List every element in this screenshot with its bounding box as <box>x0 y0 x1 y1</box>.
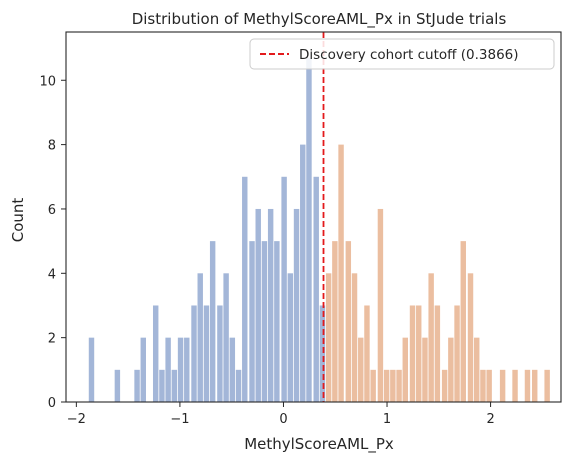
histogram-bar-below-cutoff-8 <box>178 338 183 402</box>
histogram-bar-above-cutoff-11 <box>396 370 401 402</box>
histogram-bar-above-cutoff-29 <box>532 370 537 402</box>
histogram-bar-above-cutoff-28 <box>525 370 530 402</box>
histogram-bar-below-cutoff-29 <box>314 177 319 402</box>
histogram-bar-above-cutoff-14 <box>416 305 421 402</box>
histogram-bar-below-cutoff-16 <box>230 338 235 402</box>
histogram-bar-below-cutoff-5 <box>159 370 164 402</box>
histogram-bar-below-cutoff-10 <box>191 305 196 402</box>
histogram-bar-above-cutoff-17 <box>435 305 440 402</box>
histogram-bar-above-cutoff-18 <box>442 370 447 402</box>
histogram-bar-above-cutoff-4 <box>352 273 357 402</box>
legend: Discovery cohort cutoff (0.3866) <box>250 39 554 69</box>
y-axis-label: Count <box>9 198 27 243</box>
x-tick-label: −2 <box>67 412 86 427</box>
histogram-bar-below-cutoff-3 <box>141 338 146 402</box>
histogram-bar-below-cutoff-21 <box>262 241 267 402</box>
histogram-bar-above-cutoff-9 <box>384 370 389 402</box>
histogram-bar-above-cutoff-24 <box>480 370 485 402</box>
legend-cutoff-label: Discovery cohort cutoff (0.3866) <box>299 47 519 63</box>
y-tick-label: 10 <box>39 74 56 89</box>
histogram-bar-above-cutoff-1 <box>332 241 337 402</box>
histogram-bar-below-cutoff-6 <box>165 338 170 402</box>
y-tick-label: 6 <box>48 203 56 218</box>
y-tick-label: 8 <box>48 139 56 154</box>
histogram-bar-above-cutoff-8 <box>378 209 383 402</box>
histogram-bar-above-cutoff-7 <box>370 370 375 402</box>
histogram-bar-above-cutoff-2 <box>338 145 343 402</box>
histogram-bar-above-cutoff-5 <box>358 338 363 402</box>
x-axis-label: MethylScoreAML_Px <box>244 435 394 454</box>
histogram-bar-above-cutoff-27 <box>512 370 517 402</box>
histogram-bar-below-cutoff-23 <box>274 241 279 402</box>
histogram-bar-below-cutoff-11 <box>198 273 203 402</box>
histogram-bar-below-cutoff-17 <box>236 370 241 402</box>
histogram-bar-above-cutoff-23 <box>474 338 479 402</box>
histogram-bar-above-cutoff-20 <box>454 305 459 402</box>
histogram-bar-above-cutoff-25 <box>486 370 491 402</box>
histogram-bar-below-cutoff-2 <box>134 370 139 402</box>
histogram-bar-above-cutoff-10 <box>390 370 395 402</box>
histogram-bar-below-cutoff-27 <box>300 145 305 402</box>
histogram-bar-below-cutoff-7 <box>172 370 177 402</box>
histogram-bar-above-cutoff-13 <box>410 305 415 402</box>
y-tick-label: 0 <box>48 396 56 411</box>
histogram-bar-below-cutoff-19 <box>249 241 254 402</box>
y-tick-label: 4 <box>48 267 56 282</box>
x-tick-label: 1 <box>383 412 391 427</box>
histogram-bar-above-cutoff-15 <box>422 338 427 402</box>
x-tick-label: −1 <box>170 412 189 427</box>
histogram-bar-above-cutoff-21 <box>461 241 466 402</box>
histogram-bar-below-cutoff-9 <box>184 338 189 402</box>
histogram-bar-below-cutoff-0 <box>89 338 94 402</box>
histogram-bar-below-cutoff-1 <box>115 370 120 402</box>
chart-title: Distribution of MethylScoreAML_Px in StJ… <box>132 10 507 29</box>
y-tick-label: 2 <box>48 332 56 347</box>
histogram-bar-below-cutoff-28 <box>306 58 311 402</box>
histogram-bar-below-cutoff-4 <box>153 305 158 402</box>
x-tick-label: 0 <box>279 412 287 427</box>
histogram-bar-below-cutoff-22 <box>268 209 273 402</box>
histogram-bar-below-cutoff-24 <box>281 177 286 402</box>
histogram-bar-below-cutoff-15 <box>223 273 228 402</box>
histogram-bar-below-cutoff-14 <box>217 305 222 402</box>
histogram-bar-above-cutoff-6 <box>364 305 369 402</box>
histogram-bar-below-cutoff-20 <box>256 209 261 402</box>
histogram-bar-below-cutoff-25 <box>288 273 293 402</box>
histogram-bar-above-cutoff-26 <box>500 370 505 402</box>
histogram-bars <box>89 58 550 402</box>
histogram-bar-above-cutoff-19 <box>448 338 453 402</box>
histogram-bar-below-cutoff-26 <box>294 209 299 402</box>
histogram-bar-below-cutoff-13 <box>210 241 215 402</box>
histogram-bar-above-cutoff-22 <box>468 273 473 402</box>
histogram-bar-below-cutoff-12 <box>204 305 209 402</box>
histogram-bar-above-cutoff-30 <box>544 370 549 402</box>
histogram-bar-above-cutoff-16 <box>428 273 433 402</box>
x-tick-label: 2 <box>486 412 494 427</box>
histogram-bar-above-cutoff-12 <box>403 338 408 402</box>
histogram-bar-below-cutoff-18 <box>242 177 247 402</box>
histogram-bar-above-cutoff-0 <box>326 273 331 402</box>
histogram-bar-above-cutoff-3 <box>346 241 351 402</box>
